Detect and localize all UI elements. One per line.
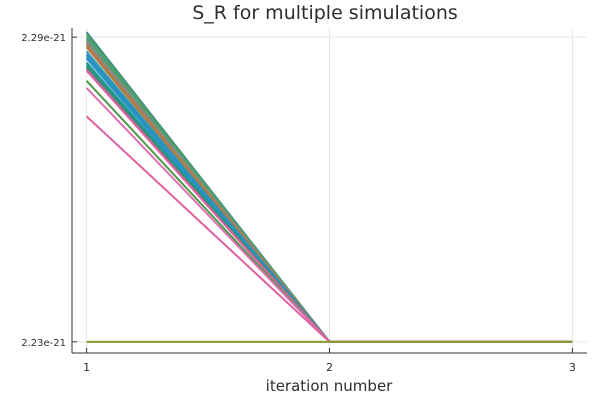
x-tick-label: 1: [83, 361, 90, 374]
y-tick-label: 2.29e-21: [21, 33, 66, 44]
series-group: [85, 31, 573, 343]
chart-title: S_R for multiple simulations: [192, 2, 458, 24]
grid: [72, 28, 587, 353]
x-tick-label: 3: [569, 361, 576, 374]
y-ticks: 2.23e-21 2.29e-21: [21, 33, 77, 349]
x-tick-label: 2: [326, 361, 333, 374]
x-ticks: 1 2 3: [83, 348, 576, 374]
y-tick-label: 2.23e-21: [21, 338, 66, 349]
x-axis-label: iteration number: [266, 377, 394, 395]
